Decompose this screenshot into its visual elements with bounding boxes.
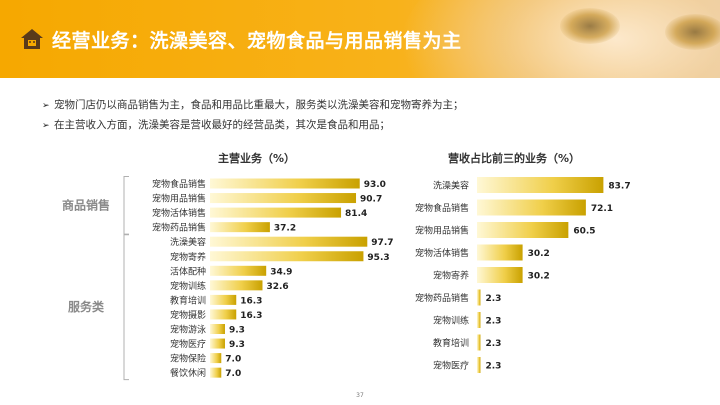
left-bar [210, 367, 222, 378]
right-value-label: 60.5 [573, 227, 595, 237]
right-value-label: 83.7 [608, 182, 630, 192]
left-category-label: 宠物活体销售 [152, 207, 206, 219]
left-value-label: 9.3 [229, 340, 245, 350]
right-value-label: 2.3 [485, 317, 501, 327]
bullet-text: 宠物门店仍以商品销售为主，食品和用品比重最大，服务类以洗澡美容和宠物寄养为主； [54, 99, 464, 111]
right-bar [477, 289, 481, 306]
left-value-label: 32.6 [266, 282, 288, 292]
right-value-label: 72.1 [591, 204, 613, 214]
left-category-label: 洗澡美容 [170, 236, 206, 248]
right-value-label: 2.3 [485, 339, 501, 349]
page-number: 37 [356, 392, 364, 399]
right-bar [477, 222, 569, 238]
left-value-label: 97.7 [371, 238, 393, 248]
right-value-label: 30.2 [528, 272, 550, 282]
right-value-label: 2.3 [485, 362, 501, 372]
bullet-text: 在主营收入方面，洗澡美容是营收最好的经营品类，其次是食品和用品； [54, 119, 390, 131]
left-category-label: 教育培训 [170, 294, 206, 306]
cat-eye-left [560, 8, 620, 44]
right-category-label: 教育培训 [433, 337, 469, 349]
header-banner: 经营业务：洗澡美容、宠物食品与用品销售为主 [0, 0, 720, 78]
right-value-label: 2.3 [485, 294, 501, 304]
left-value-label: 7.0 [225, 355, 241, 365]
left-value-label: 7.0 [225, 369, 241, 379]
left-value-label: 95.3 [367, 253, 389, 263]
left-bar [210, 294, 237, 305]
group-bracket [123, 176, 129, 235]
right-bar [477, 177, 604, 193]
left-category-label: 宠物游泳 [170, 324, 206, 336]
bullet-item: ➢ 宠物门店仍以商品销售为主，食品和用品比重最大，服务类以洗澡美容和宠物寄养为主； [42, 95, 464, 115]
left-category-label: 宠物摄影 [170, 309, 206, 321]
left-value-label: 81.4 [345, 209, 367, 219]
left-bar [210, 338, 225, 349]
bullet-item: ➢ 在主营收入方面，洗澡美容是营收最好的经营品类，其次是食品和用品； [42, 115, 464, 135]
group-bracket [123, 234, 129, 381]
right-chart-title: 营收占比前三的业务（%） [448, 152, 581, 165]
left-bar [210, 236, 368, 247]
right-bar [477, 244, 523, 261]
left-value-label: 93.0 [364, 180, 386, 190]
left-bar [210, 324, 225, 334]
left-value-label: 37.2 [274, 224, 296, 234]
arrow-bullet-icon: ➢ [42, 121, 50, 131]
left-chart-title: 主营业务（%） [218, 152, 296, 165]
left-category-label: 宠物寄养 [170, 251, 206, 263]
left-category-label: 餐饮休闲 [170, 367, 206, 379]
right-value-label: 30.2 [528, 249, 550, 259]
left-bar [210, 178, 360, 189]
pet-shop-house-icon [21, 29, 43, 49]
right-category-label: 宠物训练 [433, 315, 469, 327]
left-bar [210, 265, 267, 276]
left-value-label: 16.3 [240, 311, 262, 321]
left-bar [210, 193, 357, 204]
cat-eye-right [665, 14, 720, 50]
right-category-label: 宠物药品销售 [415, 292, 469, 304]
group-label: 服务类 [68, 299, 105, 314]
left-category-label: 活体配种 [170, 265, 206, 277]
left-bar [210, 280, 263, 291]
right-bar-chart: 洗澡美容 83.7 宠物食品销售 72.1 宠物用品销售 60.5 宠物活体销售 30.2 宠物… [415, 177, 631, 373]
right-category-label: 宠物寄养 [433, 270, 469, 282]
right-category-label: 宠物活体销售 [415, 247, 469, 259]
group-label: 商品销售 [62, 197, 110, 212]
right-bar [477, 267, 523, 283]
right-category-label: 宠物用品销售 [415, 225, 469, 237]
right-category-label: 宠物食品销售 [415, 202, 469, 214]
left-category-label: 宠物食品销售 [152, 178, 206, 190]
left-value-label: 34.9 [270, 267, 292, 277]
left-category-label: 宠物训练 [170, 280, 206, 292]
left-bar [210, 353, 222, 364]
left-bar [210, 309, 237, 320]
arrow-bullet-icon: ➢ [42, 101, 50, 111]
left-bar [210, 222, 270, 233]
right-category-label: 洗澡美容 [433, 180, 469, 192]
right-bar [477, 334, 481, 351]
left-value-label: 9.3 [229, 326, 245, 336]
left-bar [210, 251, 364, 262]
left-bar-chart: 宠物食品销售 93.0 宠物用品销售 90.7 宠物活体销售 81.4 宠物药品销售 37.2… [62, 176, 394, 381]
page-title: 经营业务：洗澡美容、宠物食品与用品销售为主 [52, 30, 462, 52]
left-value-label: 16.3 [240, 296, 262, 306]
left-category-label: 宠物保险 [170, 353, 206, 365]
left-value-label: 90.7 [360, 195, 382, 205]
left-category-label: 宠物用品销售 [152, 193, 206, 205]
right-bar [477, 312, 481, 328]
left-bar [210, 207, 342, 218]
right-bar [477, 199, 586, 216]
left-category-label: 宠物医疗 [170, 338, 206, 350]
left-category-label: 宠物药品销售 [152, 222, 206, 234]
right-category-label: 宠物医疗 [433, 360, 469, 372]
bullet-list: ➢ 宠物门店仍以商品销售为主，食品和用品比重最大，服务类以洗澡美容和宠物寄养为主；… [42, 95, 464, 135]
right-bar [477, 357, 481, 373]
